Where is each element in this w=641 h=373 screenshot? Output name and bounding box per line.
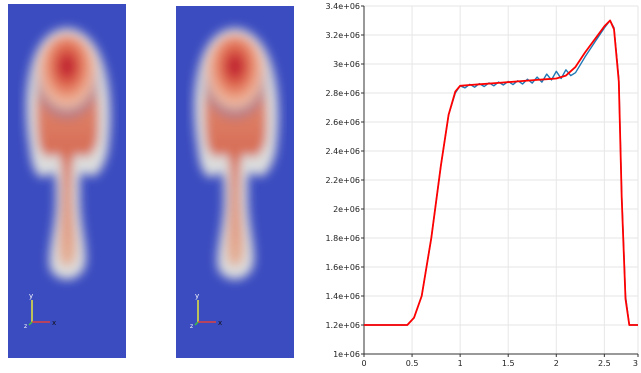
triad-z-label: z [190, 323, 193, 330]
triad-y-label: y [195, 292, 199, 300]
line-chart: 1e+06 1.2e+06 1.4e+06 1.6e+06 1.8e+06 2e+06 2.… [325, 2, 639, 368]
y-tick-label: 1.4e+06 [325, 292, 360, 301]
y-tick-label: 3.4e+06 [325, 2, 360, 11]
simulation-field-right: y x z [170, 0, 310, 373]
y-tick-label: 2.2e+06 [325, 176, 360, 185]
x-tick-label: 0.5 [406, 359, 419, 368]
simulation-field-left: y x z [0, 0, 170, 373]
triad-z-label: z [24, 323, 27, 330]
y-tick-label: 3.2e+06 [325, 31, 360, 40]
axes-triad: y x z [24, 292, 56, 330]
field-view-right: y x z [176, 6, 294, 358]
series-line-1 [364, 19, 638, 326]
y-tick-label: 1e+06 [333, 350, 360, 359]
triad-x-label: x [218, 319, 222, 327]
x-tick-label: 0 [361, 359, 366, 368]
y-tick-label: 2.6e+06 [325, 118, 360, 127]
x-tick-label: 2.5 [598, 359, 611, 368]
plume-shape [194, 28, 279, 280]
y-tick-label: 2.4e+06 [325, 147, 360, 156]
x-tick-label: 3 [633, 359, 638, 368]
y-tick-label: 2.8e+06 [325, 89, 360, 98]
y-tick-label: 1.6e+06 [325, 263, 360, 272]
triad-y-label: y [29, 292, 33, 300]
x-tick-label: 1 [458, 359, 463, 368]
x-tick-label: 1.5 [502, 359, 515, 368]
axes-triad: y x z [190, 292, 222, 330]
plume-shape [26, 28, 111, 280]
line-chart-panel: 1e+06 1.2e+06 1.4e+06 1.6e+06 1.8e+06 2e+06 2.… [310, 0, 641, 373]
field-view-left: y x z [8, 4, 126, 358]
y-tick-label: 1.8e+06 [325, 234, 360, 243]
y-tick-label: 3e+06 [333, 60, 360, 69]
y-tick-label: 1.2e+06 [325, 321, 360, 330]
x-tick-label: 2 [554, 359, 559, 368]
grid [363, 5, 639, 355]
y-tick-label: 2e+06 [333, 205, 360, 214]
series [364, 19, 638, 326]
axes: 1e+06 1.2e+06 1.4e+06 1.6e+06 1.8e+06 2e+06 2.… [325, 2, 639, 368]
series-line-2 [364, 19, 638, 326]
triad-x-label: x [52, 319, 56, 327]
